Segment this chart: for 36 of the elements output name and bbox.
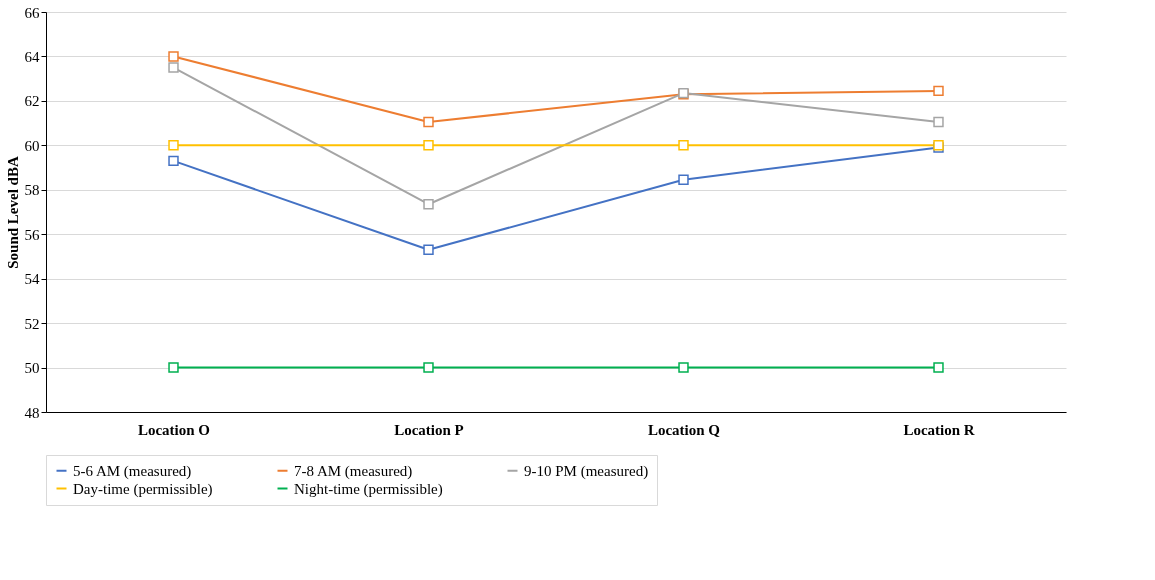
point: [168, 62, 179, 73]
point: [168, 362, 179, 373]
x-tick-label: Location R: [903, 421, 975, 438]
legend-label: Day-time (permissible): [73, 480, 213, 498]
point: [168, 140, 179, 151]
point: [423, 140, 434, 151]
legend-label: 7-8 AM (measured): [294, 462, 413, 480]
y-tick-label: 50: [24, 360, 40, 377]
x-tick-label: Location O: [137, 421, 211, 438]
point: [423, 244, 434, 255]
y-tick-label: 48: [24, 404, 40, 421]
point: [933, 116, 944, 128]
legend-label: 9-10 PM (measured): [524, 462, 649, 480]
point: [423, 199, 434, 210]
y-tick-label: 56: [24, 226, 40, 243]
y-tick-label: 54: [24, 271, 40, 288]
point: [678, 140, 689, 151]
point: [678, 174, 689, 185]
y-tick-label: 58: [24, 182, 40, 199]
point: [933, 362, 944, 373]
point: [678, 362, 689, 373]
y-tick-label: 66: [24, 4, 40, 21]
y-tick-label: 60: [24, 137, 40, 154]
y-axis-title: Sound Level dBA: [4, 156, 21, 269]
point: [168, 155, 179, 167]
y-tick-label: 64: [24, 48, 40, 65]
x-tick-label: Location Q: [647, 421, 721, 438]
y-tick-label: 62: [24, 93, 40, 110]
legend-label: 5-6 AM (measured): [73, 462, 192, 480]
point: [423, 362, 434, 373]
point: [423, 116, 434, 128]
point: [168, 51, 179, 62]
legend-label: Night-time (permissible): [294, 480, 443, 498]
point: [933, 85, 944, 97]
x-tick-label: Location P: [394, 421, 464, 438]
y-tick-label: 52: [24, 315, 40, 332]
